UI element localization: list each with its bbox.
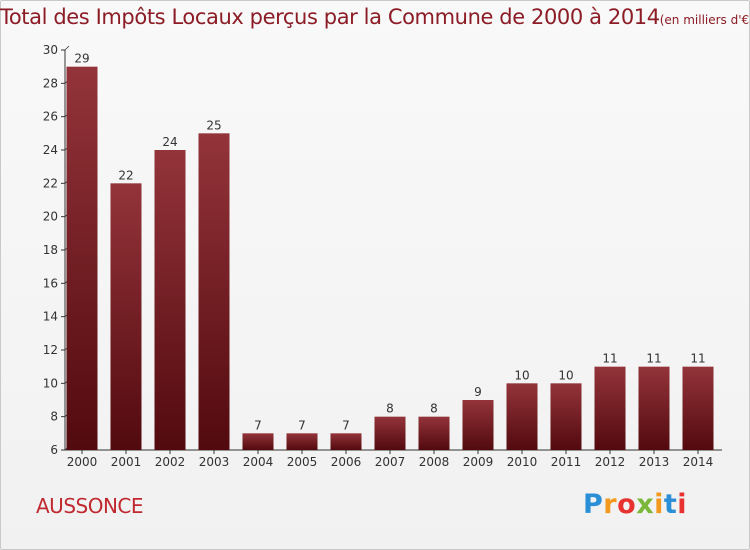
bar-value-label: 11 (646, 352, 661, 366)
x-tick-label: 2001 (111, 455, 142, 469)
bar-value-label: 11 (690, 352, 705, 366)
bar-value-label: 7 (254, 418, 262, 432)
logo-letter: r (603, 489, 618, 520)
bar (286, 433, 318, 450)
x-tick-label: 2013 (639, 455, 670, 469)
x-tick-label: 2010 (507, 455, 538, 469)
logo-letter: o (617, 489, 637, 520)
x-tick-label: 2012 (595, 455, 626, 469)
y-tick-label: 16 (43, 276, 58, 290)
x-tick-label: 2006 (331, 455, 362, 469)
y-tick-label: 14 (43, 310, 58, 324)
bar-value-label: 8 (386, 402, 394, 416)
chart-bars: 29 22 24 25 7 7 7 8 8 9 10 10 11 11 11 (66, 52, 714, 451)
proxiti-logo: Proxiti (583, 489, 687, 520)
y-tick-label: 12 (43, 343, 58, 357)
bar-value-label: 24 (162, 135, 177, 149)
bar (154, 150, 186, 450)
bar-value-label: 10 (514, 368, 529, 382)
y-tick-label: 28 (43, 76, 58, 90)
y-tick-label: 20 (43, 210, 58, 224)
bar-value-label: 7 (342, 418, 350, 432)
y-tick-label: 8 (50, 410, 58, 424)
bar (330, 433, 362, 450)
x-tick-label: 2011 (551, 455, 582, 469)
y-tick-label: 18 (43, 243, 58, 257)
bar-value-label: 25 (206, 118, 221, 132)
logo-letter: t (663, 489, 678, 520)
x-tick-label: 2007 (375, 455, 406, 469)
x-tick-label: 2003 (199, 455, 230, 469)
bar (418, 416, 450, 450)
x-tick-label: 2004 (243, 455, 274, 469)
bar (198, 133, 230, 451)
chart-title-unit: (en milliers d'€) (659, 13, 750, 27)
y-tick-label: 6 (50, 443, 58, 457)
bar (638, 366, 670, 450)
bar-value-label: 29 (74, 52, 89, 66)
y-tick-label: 30 (43, 43, 58, 57)
bar-value-label: 8 (430, 402, 438, 416)
y-tick-label: 10 (43, 376, 58, 390)
bar-value-label: 9 (474, 385, 482, 399)
x-tick-label: 2005 (287, 455, 318, 469)
x-tick-label: 2008 (419, 455, 450, 469)
bar (374, 416, 406, 450)
chart-title-main: Total des Impôts Locaux perçus par la Co… (0, 5, 660, 29)
x-tick-label: 2014 (683, 455, 714, 469)
logo-letter: P (583, 489, 604, 520)
y-tick-label: 26 (43, 110, 58, 124)
x-tick-label: 2002 (155, 455, 186, 469)
chart-title: Total des Impôts Locaux perçus par la Co… (0, 5, 750, 29)
bar (682, 366, 714, 450)
y-tick-slant (64, 45, 70, 51)
bar (242, 433, 274, 450)
bar-value-label: 7 (298, 418, 306, 432)
y-tick-label: 24 (43, 143, 58, 157)
bar-value-label: 11 (602, 352, 617, 366)
bar (594, 366, 626, 450)
bar (110, 183, 142, 451)
bar (506, 383, 538, 450)
x-tick-label: 2000 (67, 455, 98, 469)
bar (462, 400, 494, 450)
bar-value-label: 10 (558, 368, 573, 382)
y-tick-label: 22 (43, 176, 58, 190)
logo-letter: x (636, 489, 655, 520)
logo-letter: i (654, 489, 664, 520)
bar (550, 383, 582, 450)
commune-name: AUSSONCE (36, 494, 144, 518)
x-tick-label: 2009 (463, 455, 494, 469)
bar-value-label: 22 (118, 168, 133, 182)
bar (66, 66, 98, 451)
logo-letter: i (677, 489, 688, 520)
